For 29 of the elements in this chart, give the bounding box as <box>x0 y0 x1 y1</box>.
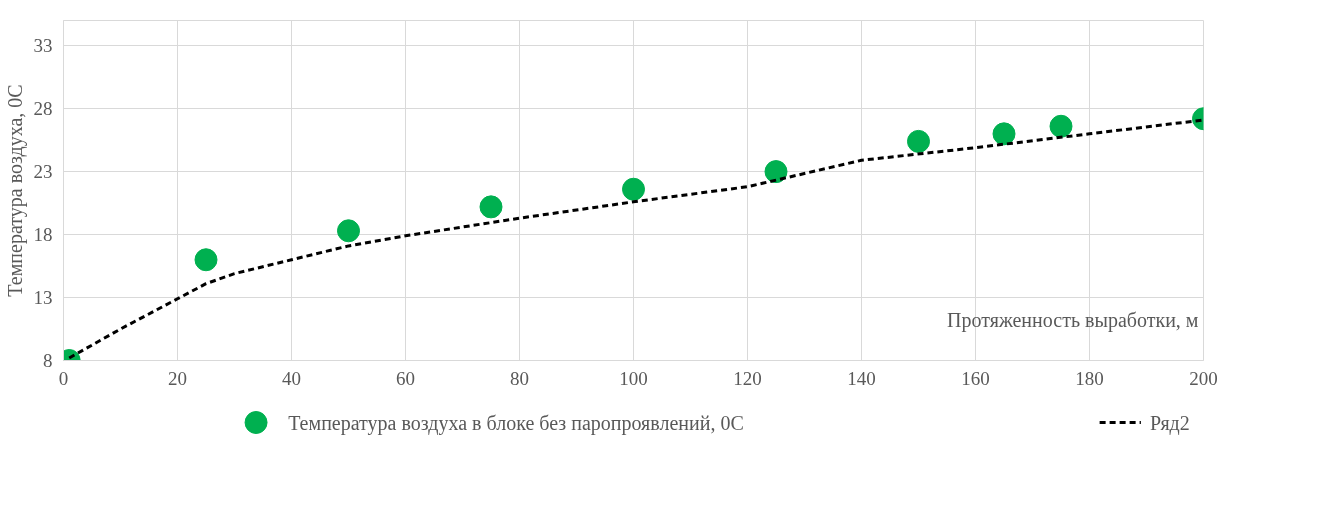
point <box>992 122 1016 146</box>
x-tick-label: 60 <box>396 367 415 389</box>
point <box>194 248 218 272</box>
x-tick-label: 160 <box>961 367 990 389</box>
x-tick-label: 100 <box>619 367 648 389</box>
y-tick-label: 33 <box>33 35 53 57</box>
legend-label: Ряд2 <box>1150 411 1190 435</box>
x-tick-label: 140 <box>847 367 876 389</box>
x-tick-label: 20 <box>168 367 187 389</box>
point <box>907 129 930 153</box>
x-tick-label: 120 <box>733 367 762 389</box>
x-tick-label: 80 <box>510 367 529 389</box>
x-tick-label: 40 <box>282 367 301 389</box>
point <box>622 177 645 201</box>
point <box>479 195 503 219</box>
y-tick-label: 23 <box>33 161 53 183</box>
y-tick-label: 18 <box>33 224 53 246</box>
point <box>1049 114 1073 138</box>
x-axis-title: Протяженность выработки, м <box>947 308 1199 332</box>
x-tick-label: 180 <box>1075 367 1104 389</box>
point <box>337 219 360 243</box>
x-tick-label: 200 <box>1189 367 1218 389</box>
y-tick-label: 13 <box>33 287 53 309</box>
y-tick-label: 8 <box>43 350 53 371</box>
legend-label: Температура воздуха в блоке без паропроявлений, 0С <box>288 411 744 435</box>
y-tick-label: 28 <box>33 98 53 120</box>
x-tick-label: 0 <box>58 367 69 389</box>
y-axis-title: Температура воздуха, 0С <box>3 84 27 297</box>
point <box>764 160 788 184</box>
